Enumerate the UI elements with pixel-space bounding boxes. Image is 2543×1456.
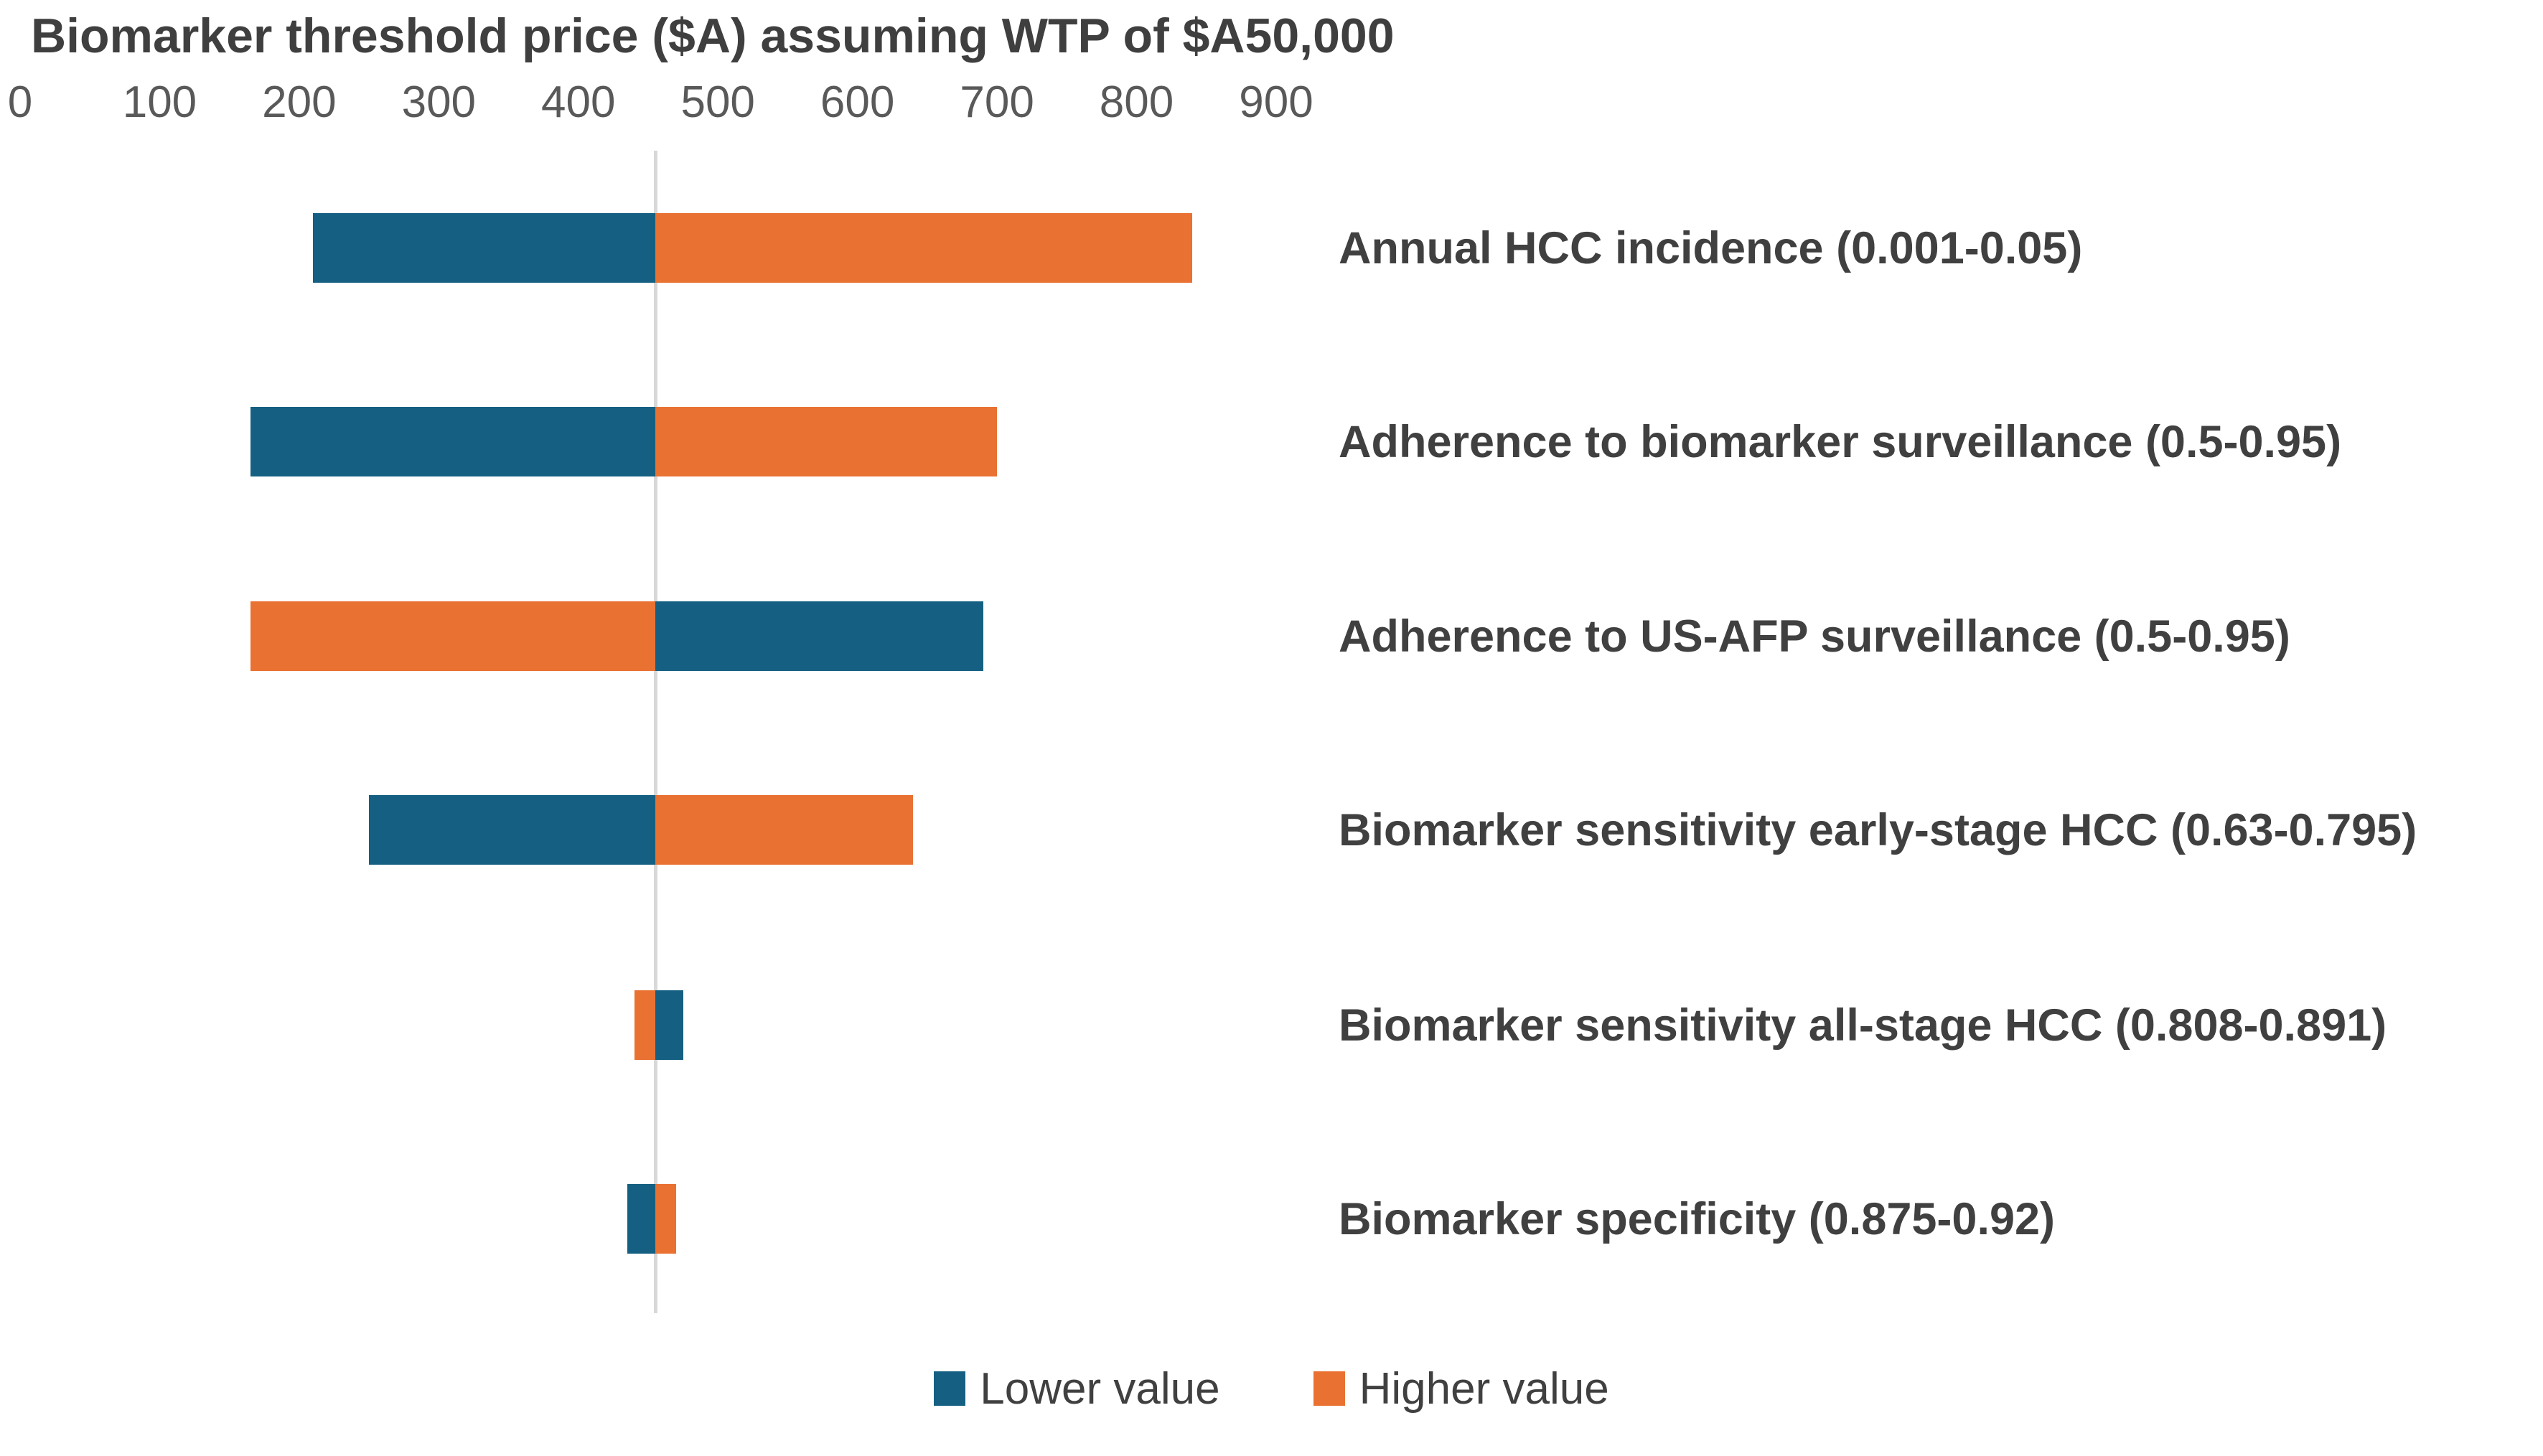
x-axis-tick-label: 0	[7, 78, 33, 127]
bar-higher-value	[250, 601, 655, 671]
bar-higher-value	[655, 407, 998, 476]
legend-swatch-lower	[934, 1371, 966, 1406]
category-label: Biomarker sensitivity all-stage HCC (0.8…	[1339, 1000, 2387, 1051]
bar-lower-value	[369, 795, 655, 865]
category-label: Biomarker sensitivity early-stage HCC (0…	[1339, 804, 2417, 855]
category-label: Adherence to biomarker surveillance (0.5…	[1339, 416, 2342, 467]
legend-item-higher: Higher value	[1313, 1363, 1609, 1414]
legend-label-lower: Lower value	[980, 1363, 1220, 1414]
bar-higher-value	[655, 213, 1193, 283]
bar-lower-value	[250, 407, 655, 476]
bar-higher-value	[655, 1184, 676, 1254]
bar-lower-value	[655, 601, 983, 671]
category-label: Annual HCC incidence (0.001-0.05)	[1339, 222, 2083, 273]
legend-swatch-higher	[1313, 1371, 1345, 1406]
category-label: Biomarker specificity (0.875-0.92)	[1339, 1193, 2056, 1244]
x-axis-tick-label: 600	[820, 78, 895, 127]
x-axis-tick-label: 300	[401, 78, 477, 127]
bar-higher-value	[634, 990, 655, 1060]
x-axis-tick-label: 800	[1099, 78, 1174, 127]
baseline-gridline	[653, 151, 657, 1313]
legend-item-lower: Lower value	[934, 1363, 1220, 1414]
bar-lower-value	[655, 990, 683, 1060]
bar-higher-value	[655, 795, 914, 865]
category-label: Adherence to US-AFP surveillance (0.5-0.…	[1339, 611, 2290, 662]
x-axis: 0 100 200 300 400 500 600 700 800 900	[0, 79, 2543, 129]
x-axis-tick-label: 200	[262, 78, 337, 127]
x-axis-tick-label: 500	[680, 78, 755, 127]
bar-lower-value	[313, 213, 655, 283]
x-axis-tick-label: 900	[1239, 78, 1313, 127]
chart-title: Biomarker threshold price ($A) assuming …	[31, 9, 1395, 63]
legend: Lower value Higher value	[0, 1356, 2543, 1421]
legend-label-higher: Higher value	[1359, 1363, 1609, 1414]
x-axis-tick-label: 100	[122, 78, 197, 127]
x-axis-tick-label: 700	[960, 78, 1034, 127]
x-axis-tick-label: 400	[541, 78, 616, 127]
bar-lower-value	[627, 1184, 655, 1254]
